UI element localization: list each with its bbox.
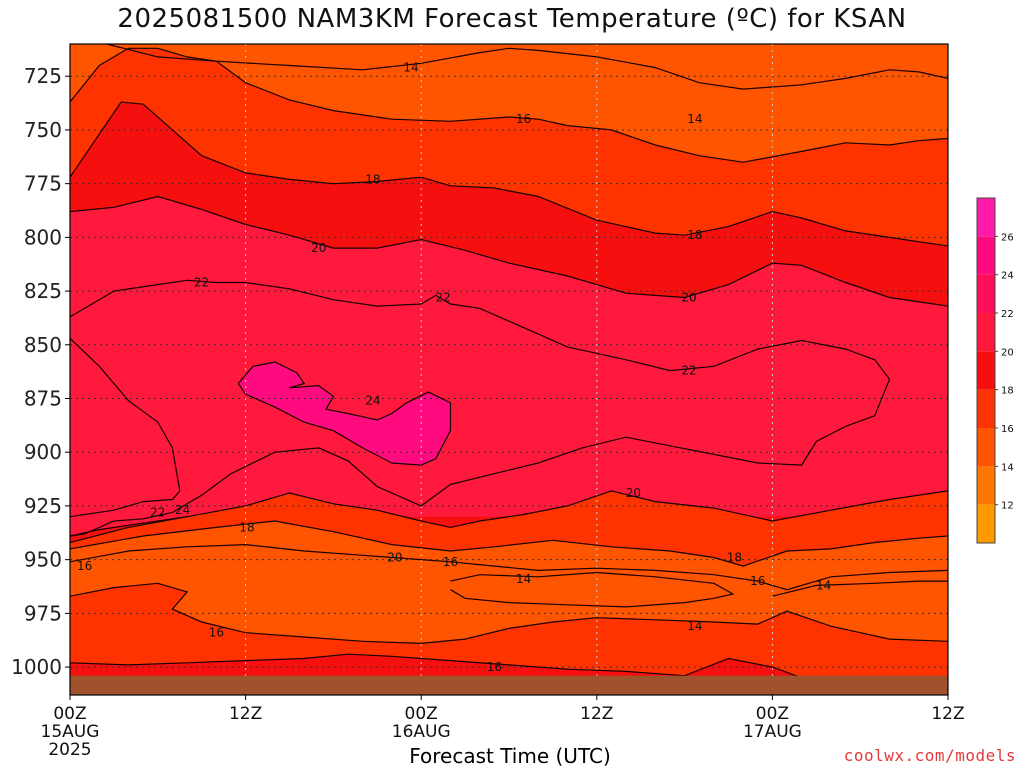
contour-label-6: 22 (194, 275, 209, 289)
y-tick-label-5: 850 (24, 333, 62, 357)
contour-22-4 (70, 279, 891, 537)
colorbar-frame (976, 197, 996, 544)
x-tick-label-3: 12Z (580, 704, 613, 724)
contour-label-14: 18 (239, 520, 254, 534)
plot-frame (69, 43, 949, 696)
colorbar: 12 14 16 18 20 22 24 26 (976, 197, 1014, 544)
contour-label-8: 20 (681, 291, 696, 305)
contour-24-6 (70, 337, 181, 518)
contour-label-3: 18 (365, 172, 380, 186)
colorbar-label-5: 22 (1001, 309, 1014, 320)
contour-label-4: 18 (687, 228, 702, 242)
contour-label-5: 20 (311, 241, 326, 255)
contour-20-3 (70, 195, 948, 307)
contour-16-10 (70, 543, 948, 591)
y-tick-label-2: 775 (24, 172, 62, 196)
contour-labels: 14 16 14 18 18 20 22 22 20 22 24 20 22 24 18 20 16 16 14 18… (77, 61, 831, 674)
colorbar-swatch-6 (977, 274, 995, 313)
contour-18-9 (70, 520, 948, 567)
contour-lines (70, 44, 948, 679)
x-tick-label-1: 12Z (229, 704, 262, 724)
y-tick-label-9: 950 (24, 548, 62, 572)
x-tick-label-5: 12Z (931, 704, 964, 724)
colorbar-swatch-8 (977, 198, 995, 237)
credit-text: coolwx.com/models (843, 746, 1016, 765)
y-tick-label-1: 750 (24, 118, 62, 142)
colorbar-label-0: 12 (1001, 501, 1014, 512)
contour-label-13: 24 (175, 503, 190, 517)
contour-label-9: 22 (681, 364, 696, 378)
colorbar-swatch-1 (977, 466, 995, 505)
y-tick-label-7: 900 (24, 440, 62, 464)
y-tick-label-10: 975 (24, 601, 62, 625)
x-tick-label-4: 00Z (756, 704, 789, 724)
x-tick-date-2: 16AUG (392, 722, 451, 742)
contour-20-8 (70, 490, 948, 544)
contour-label-18: 14 (516, 572, 531, 586)
contour-label-2: 14 (687, 112, 702, 126)
contour-18-2 (70, 101, 948, 247)
temperature-bands (70, 44, 948, 695)
x-tick-label-0: 00Z (53, 704, 86, 724)
y-tick-label-3: 800 (24, 225, 62, 249)
contour-14-12 (772, 580, 948, 597)
contour-label-16: 16 (443, 555, 458, 569)
y-tick-label-0: 725 (24, 64, 62, 88)
contour-14-0 (106, 44, 948, 90)
colorbar-swatch-7 (977, 236, 995, 275)
contour-14-11 (450, 571, 735, 608)
contour-label-20: 16 (750, 574, 765, 588)
contour-label-19: 18 (727, 550, 742, 564)
contour-22-7 (70, 516, 188, 537)
contour-16-13 (70, 582, 948, 645)
contour-label-11: 20 (626, 486, 641, 500)
y-tick-label-11: 1000 (11, 655, 62, 679)
colorbar-swatch-3 (977, 389, 995, 428)
x-tick-date-0: 15AUG (41, 722, 100, 742)
x-axis-label: Forecast Time (UTC) (409, 744, 611, 768)
x-tick-date-4: 17AUG (743, 722, 802, 742)
colorbar-swatch-0 (977, 504, 995, 543)
colorbar-swatch-5 (977, 313, 995, 352)
colorbar-label-2: 16 (1001, 424, 1014, 435)
contour-label-22: 14 (687, 619, 702, 633)
y-tick-label-6: 875 (24, 387, 62, 411)
contour-label-23: 16 (209, 626, 224, 640)
colorbar-label-3: 18 (1001, 386, 1014, 397)
contour-16-1 (70, 47, 948, 163)
ground-fill (70, 675, 948, 695)
colorbar-label-7: 26 (1001, 232, 1014, 243)
contour-label-21: 14 (816, 578, 831, 592)
x-tick-label-2: 00Z (405, 704, 438, 724)
y-axis: 725 750 775 800 825 850 875 900 925 950 975 1000 (11, 64, 70, 679)
contour-label-15: 20 (387, 550, 402, 564)
colorbar-label-1: 14 (1001, 462, 1014, 473)
colorbar-swatch-2 (977, 428, 995, 467)
y-tick-label-4: 825 (24, 279, 62, 303)
contour-label-10: 24 (365, 394, 380, 408)
x-tick-year-0: 2025 (48, 740, 91, 760)
ground-strip (70, 675, 948, 695)
contour-label-24: 16 (487, 660, 502, 674)
colorbar-label-4: 20 (1001, 347, 1014, 358)
contour-label-1: 16 (516, 112, 531, 126)
contour-label-17: 16 (77, 559, 92, 573)
colorbar-swatch-4 (977, 351, 995, 390)
contour-label-7: 22 (436, 291, 451, 305)
contour-24-5 (237, 361, 452, 466)
contour-label-12: 22 (150, 505, 165, 519)
chart-title: 2025081500 NAM3KM Forecast Temperature (… (117, 4, 907, 34)
contour-label-0: 14 (403, 61, 418, 75)
colorbar-label-6: 24 (1001, 271, 1014, 282)
y-tick-label-8: 925 (24, 494, 62, 518)
contour-16-14 (70, 653, 802, 679)
